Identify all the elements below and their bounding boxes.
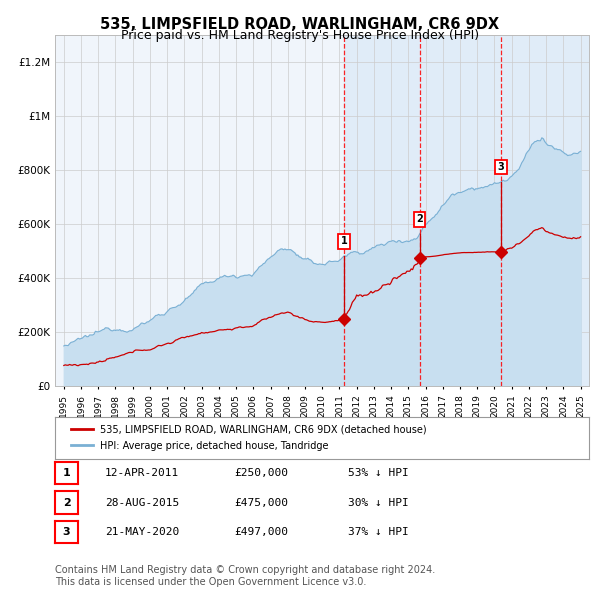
Text: 12-APR-2011: 12-APR-2011: [105, 468, 179, 478]
Text: 53% ↓ HPI: 53% ↓ HPI: [348, 468, 409, 478]
Text: Contains HM Land Registry data © Crown copyright and database right 2024.
This d: Contains HM Land Registry data © Crown c…: [55, 565, 436, 587]
Text: Price paid vs. HM Land Registry's House Price Index (HPI): Price paid vs. HM Land Registry's House …: [121, 30, 479, 42]
Text: 37% ↓ HPI: 37% ↓ HPI: [348, 527, 409, 537]
Bar: [344, 35, 591, 386]
Text: 535, LIMPSFIELD ROAD, WARLINGHAM, CR6 9DX: 535, LIMPSFIELD ROAD, WARLINGHAM, CR6 9D…: [100, 17, 500, 31]
Text: 2: 2: [63, 498, 70, 507]
Text: 3: 3: [498, 162, 505, 172]
Text: 28-AUG-2015: 28-AUG-2015: [105, 498, 179, 507]
Text: £475,000: £475,000: [234, 498, 288, 507]
Text: 1: 1: [341, 236, 347, 246]
Text: 2: 2: [416, 214, 423, 224]
Text: 1: 1: [63, 468, 70, 478]
Text: £497,000: £497,000: [234, 527, 288, 537]
Text: 3: 3: [63, 527, 70, 537]
Text: 21-MAY-2020: 21-MAY-2020: [105, 527, 179, 537]
Legend: 535, LIMPSFIELD ROAD, WARLINGHAM, CR6 9DX (detached house), HPI: Average price, : 535, LIMPSFIELD ROAD, WARLINGHAM, CR6 9D…: [65, 419, 433, 457]
Text: 30% ↓ HPI: 30% ↓ HPI: [348, 498, 409, 507]
Text: £250,000: £250,000: [234, 468, 288, 478]
